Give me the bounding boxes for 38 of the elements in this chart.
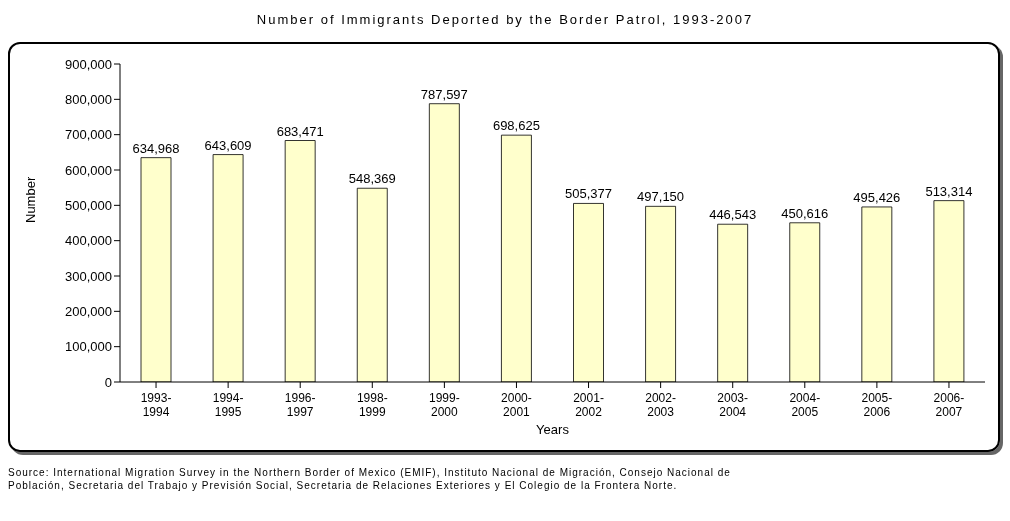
data-label: 446,543 xyxy=(709,207,757,223)
y-tick-label: 0 xyxy=(104,374,112,390)
x-tick-label: 2003-2004 xyxy=(717,391,749,419)
x-tick-label: 2006-2007 xyxy=(933,391,965,419)
x-tick-label: 2001-2002 xyxy=(573,391,604,419)
data-label: 634,968 xyxy=(132,140,180,156)
y-axis-title: Number xyxy=(22,176,38,223)
x-tick-label: 2005-2006 xyxy=(861,391,893,419)
data-label: 513,314 xyxy=(925,183,973,199)
data-label: 497,150 xyxy=(637,189,685,205)
data-label: 683,471 xyxy=(276,123,324,139)
y-tick-label: 400,000 xyxy=(65,233,112,249)
data-label: 505,377 xyxy=(565,186,612,202)
x-tick-label: 2004-2005 xyxy=(789,391,821,419)
x-tick-label: 1998-1999 xyxy=(356,391,388,419)
data-label: 698,625 xyxy=(492,118,540,134)
data-label: 787,597 xyxy=(420,86,468,102)
chart-title: Number of Immigrants Deported by the Border Patrol, 1993-2007 xyxy=(255,11,755,29)
source-note: Source: International Migration Survey in the Northern Border of Mexico (EMIF), Instituto Nacional de Migración, Consejo Nacional de Población, Secretaria del Trabajo y Previsión Social, Secretaria de Relaciones Exteriores y El Colegio de la Frontera Norte. xyxy=(8,466,732,492)
x-axis-title: Years xyxy=(536,422,570,437)
x-tick-label: 1996-1997 xyxy=(284,391,316,419)
x-tick-label: 1993-1994 xyxy=(140,391,172,419)
x-tick-label: 1994-1995 xyxy=(212,391,244,419)
y-tick-label: 600,000 xyxy=(65,162,112,178)
y-tick-label: 200,000 xyxy=(65,303,112,319)
data-label: 450,616 xyxy=(781,205,829,221)
y-tick-label: 500,000 xyxy=(65,197,112,213)
y-tick-label: 800,000 xyxy=(65,91,112,107)
data-label: 495,426 xyxy=(853,189,901,205)
y-tick-label: 300,000 xyxy=(65,268,112,284)
x-tick-label: 1999-2000 xyxy=(429,391,460,419)
data-label: 548,369 xyxy=(348,171,396,187)
x-tick-label: 2000-2001 xyxy=(501,391,532,419)
x-tick-label: 2002-2003 xyxy=(645,391,676,419)
y-tick-label: 100,000 xyxy=(65,339,112,355)
data-label: 643,609 xyxy=(204,137,252,153)
y-tick-label: 900,000 xyxy=(65,56,112,72)
y-tick-label: 700,000 xyxy=(65,127,112,143)
